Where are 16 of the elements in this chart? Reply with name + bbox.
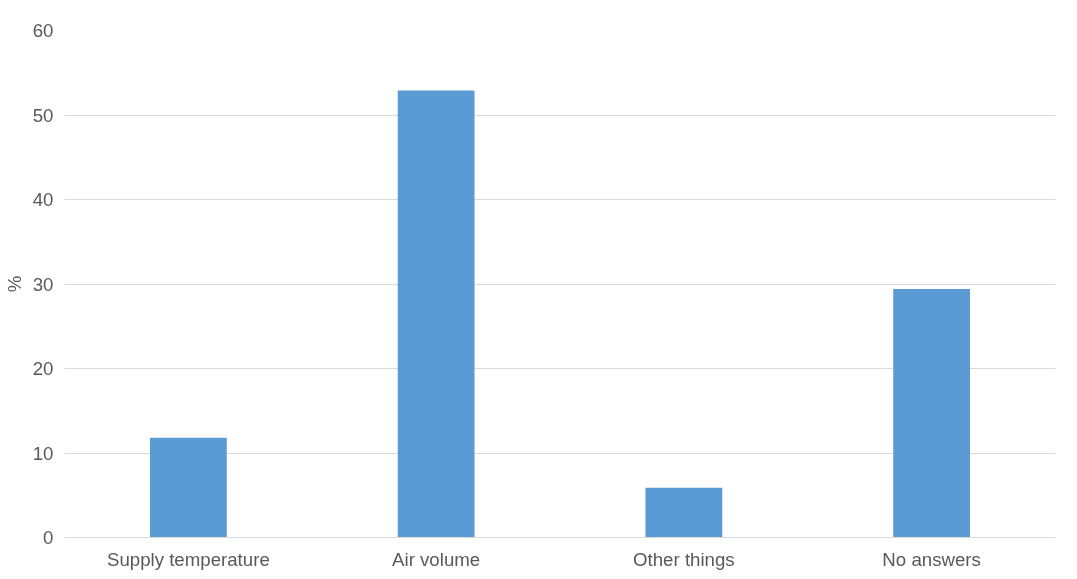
y-tick-label: 50 [32, 104, 54, 126]
y-tick-label: 60 [32, 20, 54, 41]
bar [645, 487, 723, 538]
bar [397, 90, 475, 538]
y-tick-label: 40 [32, 189, 54, 210]
x-tick-label: Supply temperature [106, 548, 270, 570]
y-tick-label: 30 [32, 273, 54, 295]
x-tick-label: No answers [882, 548, 981, 570]
bar [893, 289, 971, 538]
y-tick-label: 0 [43, 527, 54, 548]
y-tick-label: 20 [32, 358, 54, 379]
y-tick-label: 10 [32, 442, 54, 464]
bar [149, 437, 227, 538]
x-tick-label: Air volume [392, 548, 481, 570]
y-axis-title: % [3, 275, 25, 293]
x-tick-label: Other things [633, 548, 735, 570]
